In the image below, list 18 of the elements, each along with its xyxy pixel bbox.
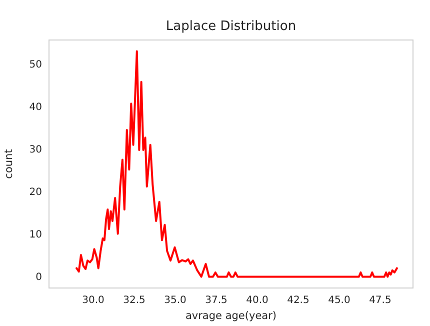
y-tick-label: 10 xyxy=(29,230,42,241)
x-tick-label: 45.0 xyxy=(328,295,350,306)
x-tick-label: 37.5 xyxy=(205,295,228,306)
x-tick-label: 40.0 xyxy=(246,295,268,306)
line-series xyxy=(76,50,398,278)
x-tick-label: 47.5 xyxy=(369,295,392,306)
x-axis-title: avrage age(year) xyxy=(185,310,277,322)
x-tick-label: 35.0 xyxy=(164,295,186,306)
x-tick-label: 32.5 xyxy=(123,295,146,306)
x-tick-label: 30.0 xyxy=(82,295,104,306)
y-tick-label: 40 xyxy=(29,102,42,114)
y-tick-label: 20 xyxy=(29,187,42,198)
y-tick-label: 0 xyxy=(36,272,42,284)
y-tick-label: 50 xyxy=(29,60,42,71)
chart-title: Laplace Distribution xyxy=(166,19,296,34)
y-axis-title: count xyxy=(3,149,15,179)
y-tick-label: 30 xyxy=(29,144,42,156)
x-tick-label: 42.5 xyxy=(287,295,310,306)
